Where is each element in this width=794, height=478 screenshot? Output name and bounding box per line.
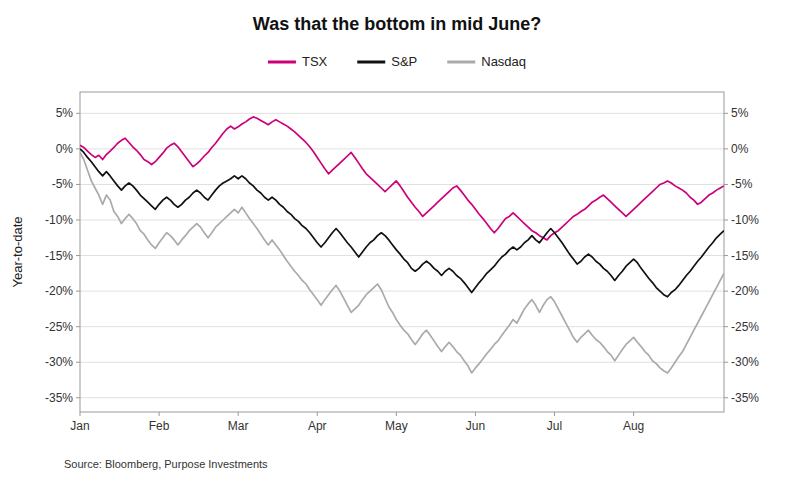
series-line bbox=[80, 149, 724, 297]
grid-line bbox=[80, 362, 724, 363]
plot-frame bbox=[80, 92, 724, 412]
y-tick bbox=[76, 362, 80, 363]
axes: 5% 0% -5% -10% -15% -20% -25% -30% -35% 5% 0% -5% -1… bbox=[45, 92, 759, 433]
y-tick bbox=[76, 148, 80, 149]
y2-tick-label: 0% bbox=[731, 142, 749, 156]
y-tick-label: -30% bbox=[45, 355, 73, 369]
legend-label: TSX bbox=[302, 54, 328, 69]
y2-tick bbox=[724, 362, 728, 363]
legend-item: Nasdaq bbox=[447, 54, 526, 69]
title: Was that the bottom in mid June? bbox=[253, 14, 541, 34]
y2-tick-label: -20% bbox=[731, 284, 759, 298]
y2-tick bbox=[724, 220, 728, 221]
y-tick-label: 5% bbox=[56, 106, 74, 120]
y-tick bbox=[76, 397, 80, 398]
y2-tick-label: 5% bbox=[731, 106, 749, 120]
grid-line bbox=[80, 113, 724, 114]
y-tick bbox=[76, 220, 80, 221]
y2-tick bbox=[724, 255, 728, 256]
y-tick bbox=[76, 326, 80, 327]
grid-line bbox=[80, 397, 724, 398]
x-tick bbox=[238, 412, 239, 416]
y2-tick bbox=[724, 184, 728, 185]
y-tick-label: -5% bbox=[52, 177, 74, 191]
y-tick-label: -15% bbox=[45, 249, 73, 263]
grid-line bbox=[80, 184, 724, 185]
lines bbox=[80, 117, 724, 373]
legend-label: Nasdaq bbox=[481, 54, 526, 69]
y-tick bbox=[76, 291, 80, 292]
x-tick bbox=[317, 412, 318, 416]
y-tick bbox=[76, 255, 80, 256]
y2-tick bbox=[724, 291, 728, 292]
x-tick-label: Apr bbox=[308, 419, 327, 433]
legend-swatch bbox=[268, 61, 296, 64]
y2-tick-label: -25% bbox=[731, 320, 759, 334]
x-tick-label: May bbox=[385, 419, 408, 433]
y2-tick bbox=[724, 148, 728, 149]
y-tick-label: -20% bbox=[45, 284, 73, 298]
y2-tick bbox=[724, 397, 728, 398]
grid-line bbox=[80, 291, 724, 292]
legend-label: S&P bbox=[391, 54, 417, 69]
x-tick bbox=[554, 412, 555, 416]
x-tick bbox=[633, 412, 634, 416]
x-tick-label: Feb bbox=[149, 419, 170, 433]
chart: 5% 0% -5% -10% -15% -20% -25% -30% -35% 5% 0% -5% -1… bbox=[0, 0, 794, 478]
annotation: Source: Bloomberg, Purpose Investments bbox=[64, 458, 268, 470]
x-tick bbox=[475, 412, 476, 416]
y-tick bbox=[76, 113, 80, 114]
x-tick-label: Jun bbox=[466, 419, 485, 433]
grid bbox=[80, 113, 724, 397]
x-tick bbox=[159, 412, 160, 416]
y-tick-label: -25% bbox=[45, 320, 73, 334]
y2-tick bbox=[724, 113, 728, 114]
y2-tick-label: -30% bbox=[731, 355, 759, 369]
legend-item: S&P bbox=[357, 54, 417, 69]
legend-swatch bbox=[447, 61, 475, 64]
y2-tick-label: -10% bbox=[731, 213, 759, 227]
grid-line bbox=[80, 220, 724, 221]
series-line bbox=[80, 152, 724, 372]
grid-line bbox=[80, 148, 724, 149]
legend-item: TSX bbox=[268, 54, 328, 69]
y-axis-label: Year-to-date bbox=[10, 216, 25, 287]
y-tick-label: -35% bbox=[45, 391, 73, 405]
x-tick bbox=[396, 412, 397, 416]
y2-tick-label: -15% bbox=[731, 249, 759, 263]
x-tick-label: Mar bbox=[228, 419, 249, 433]
legend: TSX S&P Nasdaq bbox=[268, 54, 526, 69]
y-tick-label: -10% bbox=[45, 213, 73, 227]
series-line bbox=[80, 117, 724, 240]
x-tick bbox=[80, 412, 81, 416]
y2-tick-label: -35% bbox=[731, 391, 759, 405]
legend-swatch bbox=[357, 61, 385, 64]
x-tick-label: Jan bbox=[70, 419, 89, 433]
y-tick-label: 0% bbox=[56, 142, 74, 156]
y-tick bbox=[76, 184, 80, 185]
y2-tick-label: -5% bbox=[731, 177, 753, 191]
y2-tick bbox=[724, 326, 728, 327]
x-tick-label: Aug bbox=[623, 419, 644, 433]
x-tick-label: Jul bbox=[547, 419, 562, 433]
